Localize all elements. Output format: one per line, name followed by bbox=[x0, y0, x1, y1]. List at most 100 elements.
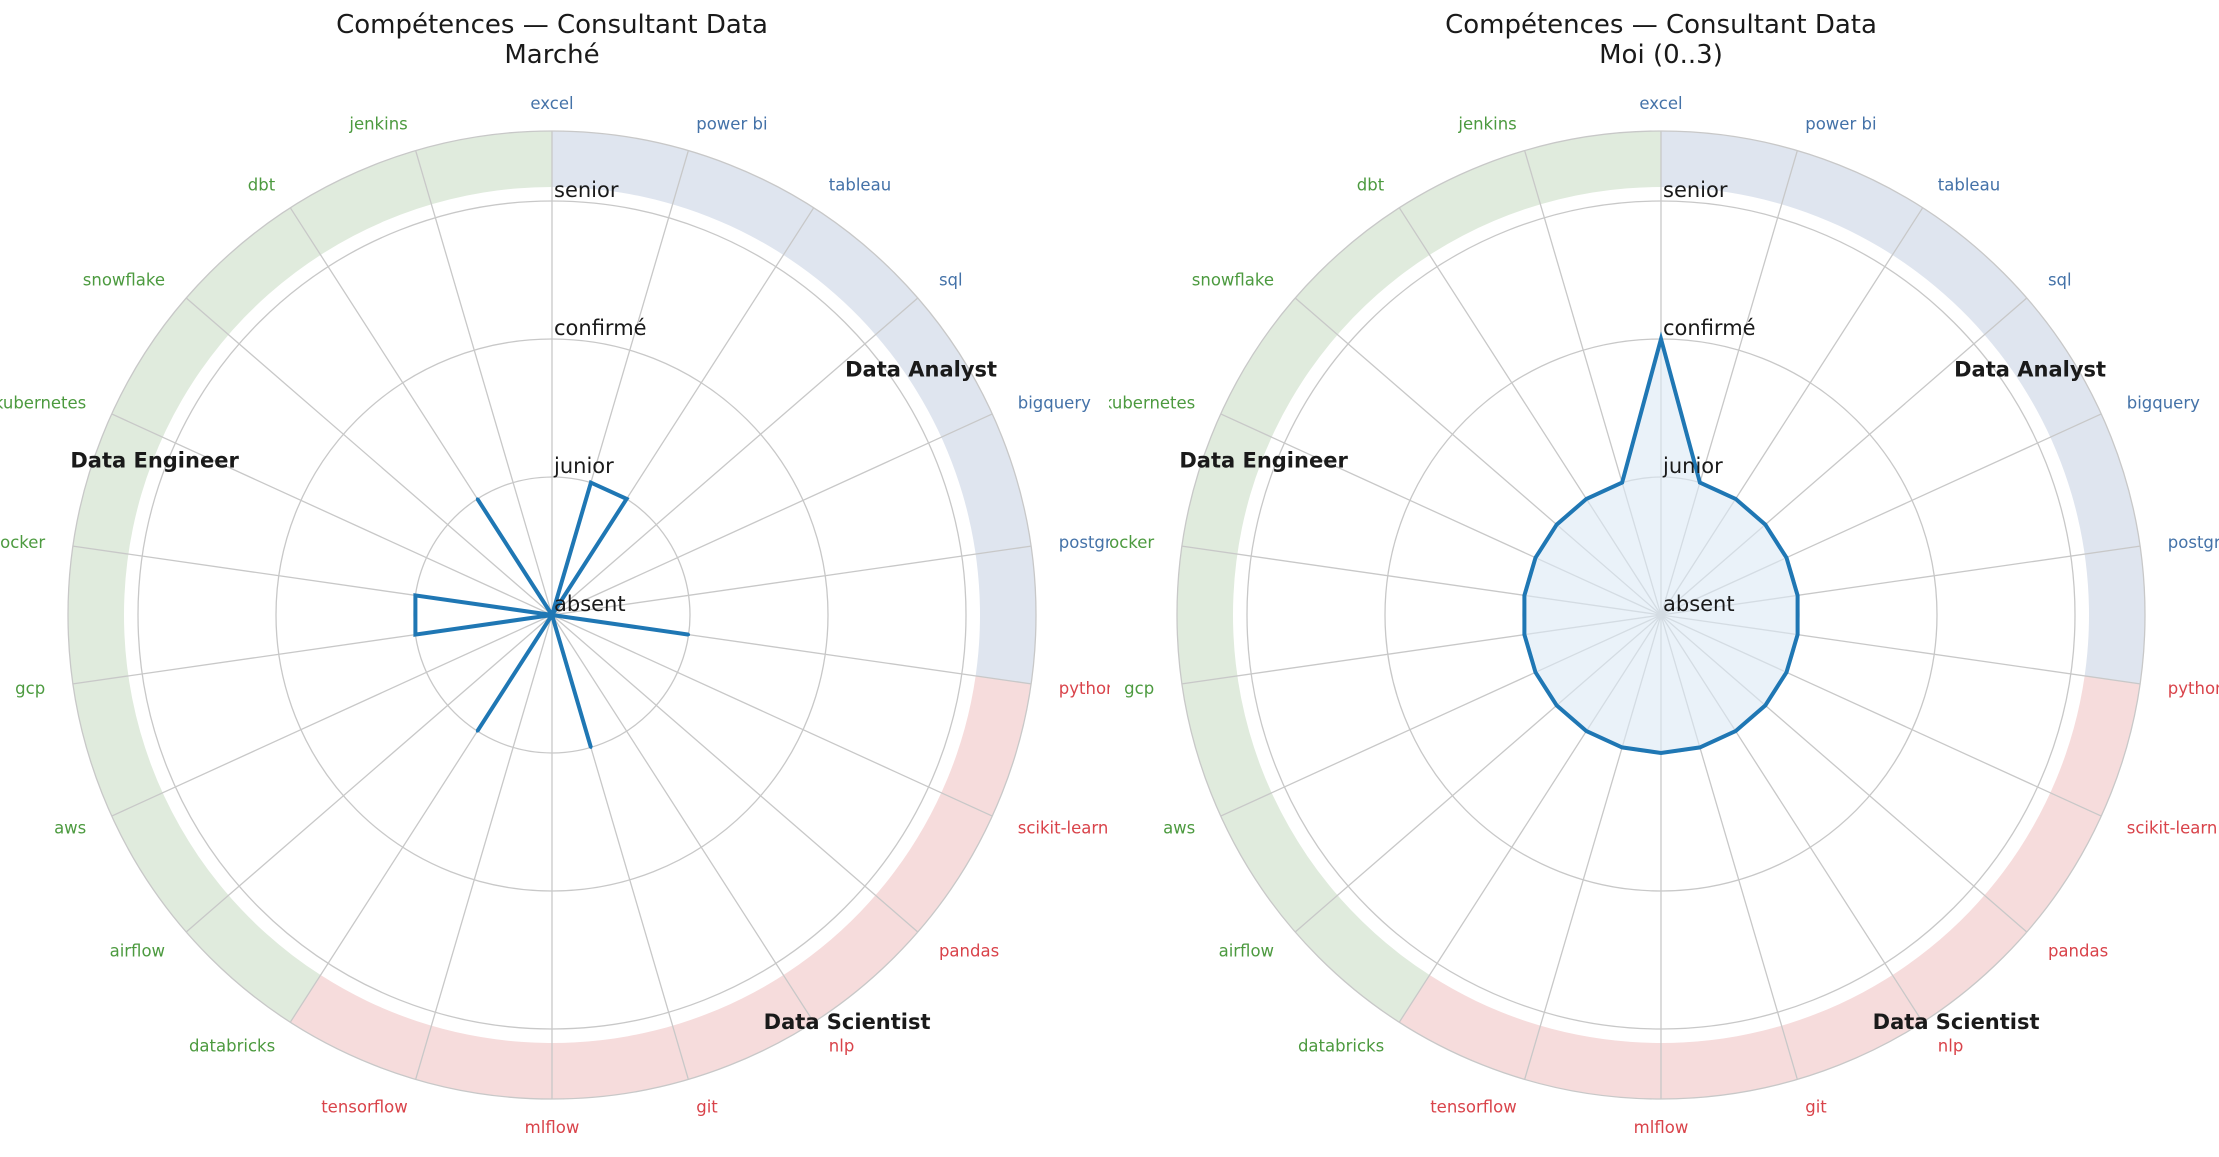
data-point-sql bbox=[1763, 523, 1767, 527]
r-tick-absent: absent bbox=[1663, 592, 1735, 616]
category-label-snowflake: snowflake bbox=[1192, 271, 1274, 290]
data-point-nlp bbox=[1734, 729, 1738, 733]
data-point-dbt bbox=[1584, 497, 1588, 501]
data-point-databricks bbox=[475, 729, 479, 733]
category-label-databricks: databricks bbox=[1298, 1037, 1384, 1056]
data-point-docker bbox=[1522, 593, 1526, 597]
data-point-python bbox=[687, 633, 691, 637]
category-label-excel: excel bbox=[1639, 94, 1682, 113]
category-label-postgres: postgres bbox=[2168, 533, 2219, 552]
category-label-nlp: nlp bbox=[1938, 1037, 1964, 1056]
spoke-postgres bbox=[551, 545, 1032, 616]
data-point-tensorflow bbox=[1620, 745, 1624, 749]
chart-title: Compétences — Consultant Data bbox=[336, 10, 768, 40]
data-point-git bbox=[1698, 745, 1702, 749]
category-label-mlflow: mlflow bbox=[1634, 1118, 1689, 1137]
category-label-databricks: databricks bbox=[189, 1037, 275, 1056]
category-label-kubernetes: kubernetes bbox=[0, 393, 86, 412]
r-tick-senior: senior bbox=[1663, 178, 1728, 202]
category-label-gcp: gcp bbox=[1124, 679, 1154, 698]
chart-title: Compétences — Consultant Data bbox=[1445, 10, 1877, 40]
data-point-power-bi bbox=[589, 481, 593, 485]
data-point-dbt bbox=[475, 497, 479, 501]
data-point-gcp bbox=[1522, 633, 1526, 637]
group-band-engineer bbox=[1177, 131, 1661, 1023]
group-label-engineer: Data Engineer bbox=[1179, 449, 1348, 473]
category-label-airflow: airflow bbox=[1219, 941, 1274, 960]
spoke-bigquery bbox=[551, 413, 993, 616]
category-label-jenkins: jenkins bbox=[348, 115, 407, 134]
spoke-sql bbox=[551, 297, 919, 616]
spoke-aws bbox=[111, 614, 553, 817]
data-point-databricks bbox=[1584, 729, 1588, 733]
group-label-scientist: Data Scientist bbox=[764, 1010, 931, 1034]
r-tick-confirm: confirmé bbox=[1663, 316, 1756, 340]
category-label-bigquery: bigquery bbox=[2127, 393, 2200, 412]
series-polygon bbox=[1522, 331, 1800, 756]
category-label-git: git bbox=[1805, 1097, 1827, 1116]
data-point-excel bbox=[1659, 337, 1663, 341]
category-label-tableau: tableau bbox=[829, 175, 891, 194]
r-tick-confirm: confirmé bbox=[554, 316, 647, 340]
category-label-pandas: pandas bbox=[939, 941, 999, 960]
category-label-sql: sql bbox=[939, 271, 963, 290]
spoke-scikit-learn bbox=[551, 614, 993, 817]
data-point-docker bbox=[413, 593, 417, 597]
data-point-jenkins bbox=[1620, 481, 1624, 485]
category-label-nlp: nlp bbox=[829, 1037, 855, 1056]
chart-subtitle: Marché bbox=[504, 40, 599, 70]
category-label-gcp: gcp bbox=[15, 679, 45, 698]
category-label-python: python bbox=[2168, 679, 2219, 698]
data-point-airflow bbox=[1555, 703, 1559, 707]
category-label-kubernetes: kubernetes bbox=[1109, 393, 1195, 412]
spoke-nlp bbox=[551, 614, 815, 1023]
category-label-excel: excel bbox=[530, 94, 573, 113]
category-label-snowflake: snowflake bbox=[83, 271, 165, 290]
category-label-tableau: tableau bbox=[1938, 175, 2000, 194]
data-point-kubernetes bbox=[1533, 556, 1537, 560]
category-label-mlflow: mlflow bbox=[525, 1118, 580, 1137]
group-band-scientist bbox=[1399, 675, 2141, 1099]
group-label-analyst: Data Analyst bbox=[845, 357, 997, 381]
category-label-pandas: pandas bbox=[2048, 941, 2108, 960]
chart-subtitle: Moi (0..3) bbox=[1599, 40, 1723, 70]
radar-panel-market: Compétences — Consultant Data Marché absen… bbox=[0, 10, 1110, 1137]
category-label-git: git bbox=[696, 1097, 718, 1116]
category-label-aws: aws bbox=[54, 819, 86, 838]
spoke-jenkins bbox=[415, 150, 553, 616]
category-label-aws: aws bbox=[1163, 819, 1195, 838]
data-point-git bbox=[589, 745, 593, 749]
r-tick-senior: senior bbox=[554, 178, 619, 202]
group-band-scientist bbox=[290, 675, 1032, 1099]
data-point-aws bbox=[1533, 670, 1537, 674]
category-label-power-bi: power bi bbox=[696, 115, 767, 134]
category-label-tensorflow: tensorflow bbox=[321, 1097, 408, 1116]
r-tick-junior: junior bbox=[1662, 454, 1723, 478]
radar-panel-self: Compétences — Consultant Data Moi (0..3) a… bbox=[1109, 0, 2219, 1157]
category-label-dbt: dbt bbox=[248, 175, 276, 194]
category-label-bigquery: bigquery bbox=[1018, 393, 1091, 412]
category-label-docker: docker bbox=[1109, 533, 1154, 552]
group-label-engineer: Data Engineer bbox=[70, 449, 239, 473]
r-tick-junior: junior bbox=[553, 454, 614, 478]
data-point-scikit-learn bbox=[1785, 670, 1789, 674]
data-point-tableau bbox=[625, 497, 629, 501]
data-point-mlflow bbox=[1659, 751, 1663, 755]
category-label-postgres: postgres bbox=[1059, 533, 1110, 552]
category-label-python: python bbox=[1059, 679, 1110, 698]
data-point-tableau bbox=[1734, 497, 1738, 501]
category-label-airflow: airflow bbox=[110, 941, 165, 960]
spoke-tensorflow bbox=[415, 614, 553, 1080]
r-tick-absent: absent bbox=[554, 592, 626, 616]
group-band-engineer bbox=[67, 131, 552, 1023]
category-label-dbt: dbt bbox=[1357, 175, 1385, 194]
spoke-airflow bbox=[185, 614, 553, 933]
spoke-snowflake bbox=[185, 297, 553, 616]
category-label-sql: sql bbox=[2048, 271, 2072, 290]
data-point-power-bi bbox=[1698, 481, 1702, 485]
data-point-bigquery bbox=[1785, 556, 1789, 560]
data-point-pandas bbox=[1763, 703, 1767, 707]
category-label-jenkins: jenkins bbox=[1457, 115, 1516, 134]
